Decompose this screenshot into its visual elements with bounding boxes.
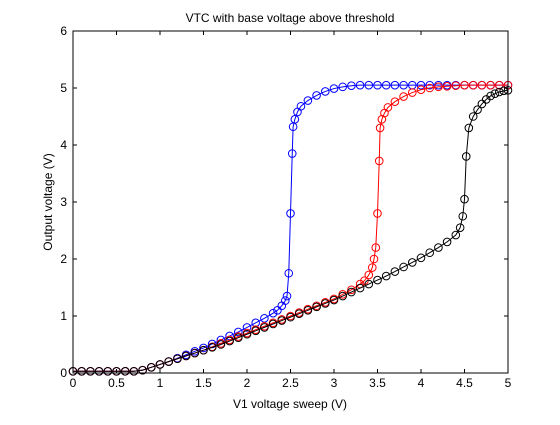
x-tick-label: 3: [331, 376, 338, 390]
y-tick-label: 5: [60, 81, 67, 95]
chart-title: VTC with base voltage above threshold: [186, 11, 395, 25]
y-tick-label: 1: [60, 309, 67, 323]
y-axis-label: Output voltage (V): [41, 153, 55, 250]
y-tick-label: 0: [60, 366, 67, 380]
y-tick-label: 2: [60, 252, 67, 266]
x-tick-label: 0.5: [108, 376, 125, 390]
x-tick-label: 4.5: [456, 376, 473, 390]
x-tick-label: 4: [418, 376, 425, 390]
x-tick-label: 2: [244, 376, 251, 390]
x-tick-label: 5: [505, 376, 512, 390]
x-tick-label: 1: [157, 376, 164, 390]
y-tick-label: 4: [60, 138, 67, 152]
x-tick-label: 3.5: [369, 376, 386, 390]
y-tick-label: 3: [60, 195, 67, 209]
x-axis-label: V1 voltage sweep (V): [233, 397, 347, 411]
x-tick-label: 2.5: [282, 376, 299, 390]
x-tick-label: 1.5: [195, 376, 212, 390]
x-tick-label: 0: [70, 376, 77, 390]
y-tick-label: 6: [60, 24, 67, 38]
